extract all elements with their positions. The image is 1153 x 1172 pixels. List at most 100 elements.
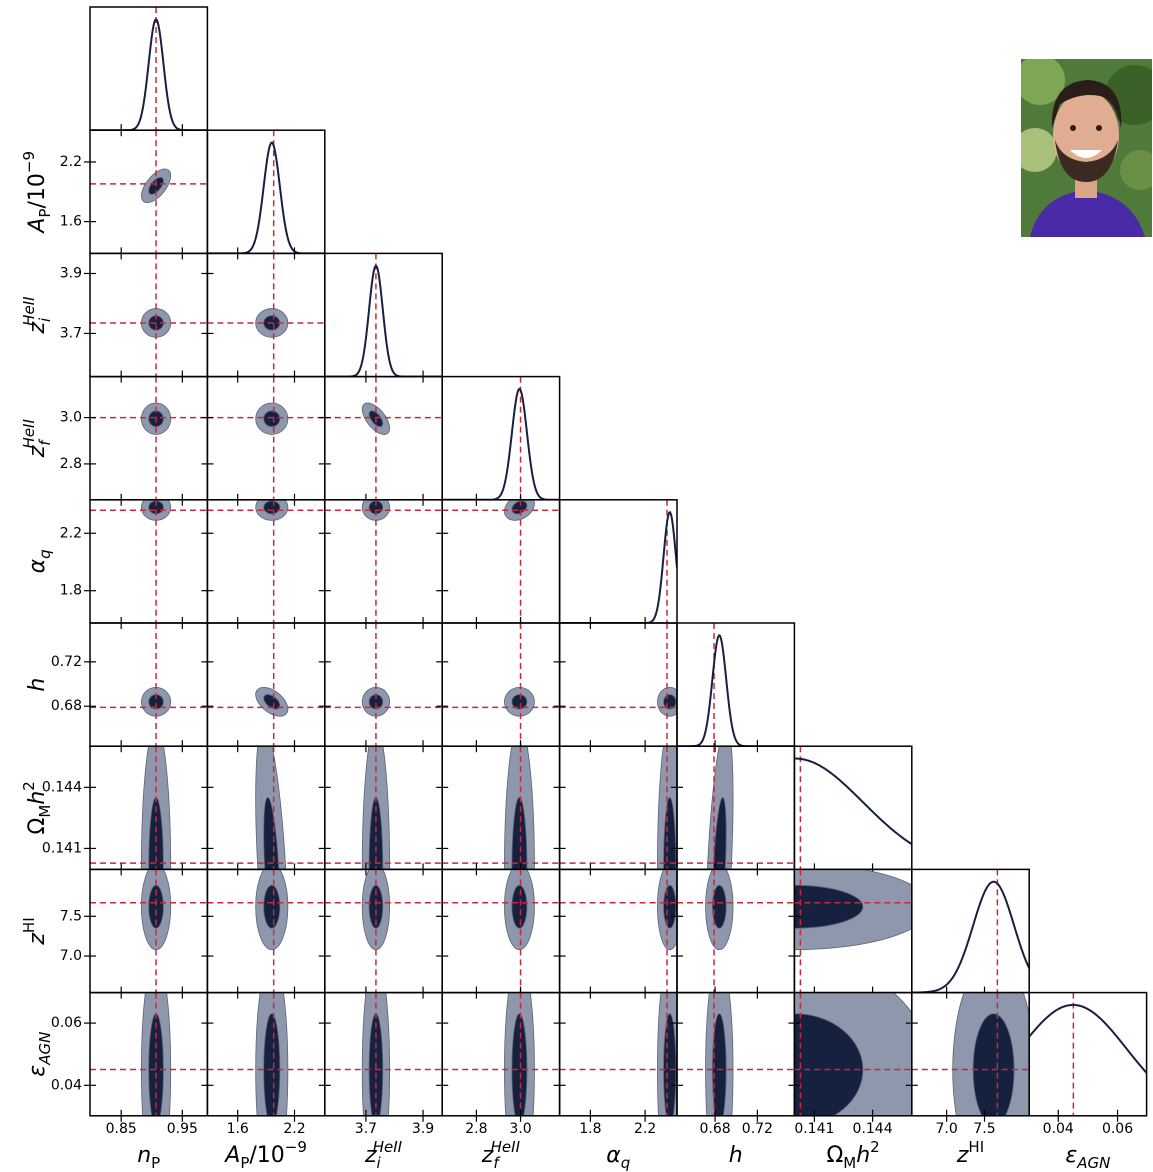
x-tick-label: 0.04 xyxy=(1043,1121,1074,1137)
x-tick-label: 0.144 xyxy=(853,1121,893,1137)
label-sup: −9 xyxy=(285,1138,307,1156)
label-sub: q xyxy=(36,549,54,559)
panel xyxy=(207,869,325,993)
panel xyxy=(324,623,443,747)
y-axis-label: αq xyxy=(25,549,54,573)
panel-frame xyxy=(324,375,443,501)
panel xyxy=(677,623,795,747)
panel-frame xyxy=(558,499,678,624)
panel xyxy=(324,253,443,377)
panel xyxy=(90,992,208,1116)
label-sub: AGN xyxy=(36,1032,54,1066)
label-sub: f xyxy=(493,1154,501,1172)
y-axis-label: ziHeII xyxy=(20,296,54,335)
marginal-curve xyxy=(207,141,325,254)
label-sup: HeII xyxy=(20,296,38,326)
panel xyxy=(324,499,443,623)
label-sub: q xyxy=(621,1154,631,1172)
marginal-curve xyxy=(559,511,677,623)
y-tick-label: 2.2 xyxy=(60,525,82,541)
panel xyxy=(207,992,325,1116)
label-sub: i xyxy=(36,317,54,322)
panel-frame xyxy=(676,868,796,994)
label-main: Ω xyxy=(826,1143,843,1168)
x-axis-label: ΩMh2 xyxy=(826,1138,879,1172)
label-sup: HeII xyxy=(20,419,38,449)
panel-frame xyxy=(441,622,561,747)
label-main: n xyxy=(137,1143,151,1168)
x-tick-label: 2.2 xyxy=(634,1121,656,1137)
panel-frame xyxy=(793,745,913,871)
panel xyxy=(559,499,677,623)
panel-frame xyxy=(206,622,326,747)
x-tick-label: 1.8 xyxy=(579,1121,601,1137)
x-tick-label: 2.2 xyxy=(283,1121,305,1137)
panel-frame xyxy=(676,991,796,1117)
y-tick-label: 0.141 xyxy=(42,840,82,856)
panel-frame xyxy=(206,375,326,501)
panel xyxy=(207,499,325,623)
contour-inner xyxy=(511,884,528,929)
label-sup: 2 xyxy=(870,1138,880,1156)
x-axis-label: AP/10−9 xyxy=(223,1138,307,1172)
y-axis-label: zHI xyxy=(20,917,50,945)
label-sub: M xyxy=(36,805,54,818)
x-axis-label: zHI xyxy=(956,1138,984,1168)
y-tick-label: 2.8 xyxy=(60,456,82,472)
x-tick-label: 0.85 xyxy=(106,1121,137,1137)
label-sup: HeII xyxy=(491,1138,521,1156)
label-sup: 2 xyxy=(20,781,38,791)
label-sup: −9 xyxy=(20,151,38,173)
label-main: h xyxy=(25,678,50,692)
panel xyxy=(207,376,325,500)
panel xyxy=(677,992,795,1116)
y-tick-label: 1.6 xyxy=(60,214,82,230)
panel xyxy=(324,992,443,1116)
panel xyxy=(442,499,560,623)
label-sub: P xyxy=(151,1154,160,1172)
panel xyxy=(90,499,208,623)
marginal-curve xyxy=(1029,1003,1147,1074)
panel xyxy=(90,376,208,500)
contour-inner xyxy=(263,884,281,929)
panel xyxy=(442,992,560,1116)
y-tick-label: 7.0 xyxy=(60,948,82,964)
label-main: z xyxy=(956,1143,969,1168)
label-main: α xyxy=(25,558,50,573)
marginal-curve xyxy=(442,387,560,500)
x-tick-label: 0.06 xyxy=(1102,1121,1133,1137)
label-main: z xyxy=(25,322,50,335)
x-axis-label: h xyxy=(729,1143,743,1168)
panel xyxy=(559,623,677,747)
panel xyxy=(90,623,208,747)
label-main: A xyxy=(25,218,50,235)
contour-inner xyxy=(663,884,677,929)
panel xyxy=(90,7,208,131)
label-sub: f xyxy=(36,438,54,446)
x-tick-label: 3.7 xyxy=(355,1121,377,1137)
panel xyxy=(794,869,912,993)
panel xyxy=(207,253,325,377)
panel-frame xyxy=(441,499,561,624)
label-sup: HI xyxy=(968,1138,984,1156)
x-tick-label: 0.95 xyxy=(167,1121,198,1137)
corner-plot xyxy=(84,6,1148,1122)
marginal-curve xyxy=(911,880,1030,993)
panel-frame xyxy=(89,622,209,747)
y-tick-label: 1.8 xyxy=(60,583,82,599)
label-sub: i xyxy=(377,1154,382,1172)
x-axis-label: αq xyxy=(606,1143,630,1172)
label-sub: M xyxy=(843,1154,856,1172)
y-tick-label: 3.7 xyxy=(60,325,82,341)
y-tick-label: 0.04 xyxy=(51,1077,82,1093)
panel xyxy=(442,869,560,993)
contour-inner xyxy=(263,410,281,428)
label-after: /10 xyxy=(249,1143,284,1168)
label-main: z xyxy=(481,1143,494,1168)
x-tick-label: 7.5 xyxy=(973,1121,995,1137)
panel xyxy=(90,253,208,377)
x-axis-label: εAGN xyxy=(1065,1143,1110,1172)
x-tick-label: 7.0 xyxy=(936,1121,958,1137)
panel xyxy=(442,623,560,747)
panel xyxy=(677,869,795,993)
